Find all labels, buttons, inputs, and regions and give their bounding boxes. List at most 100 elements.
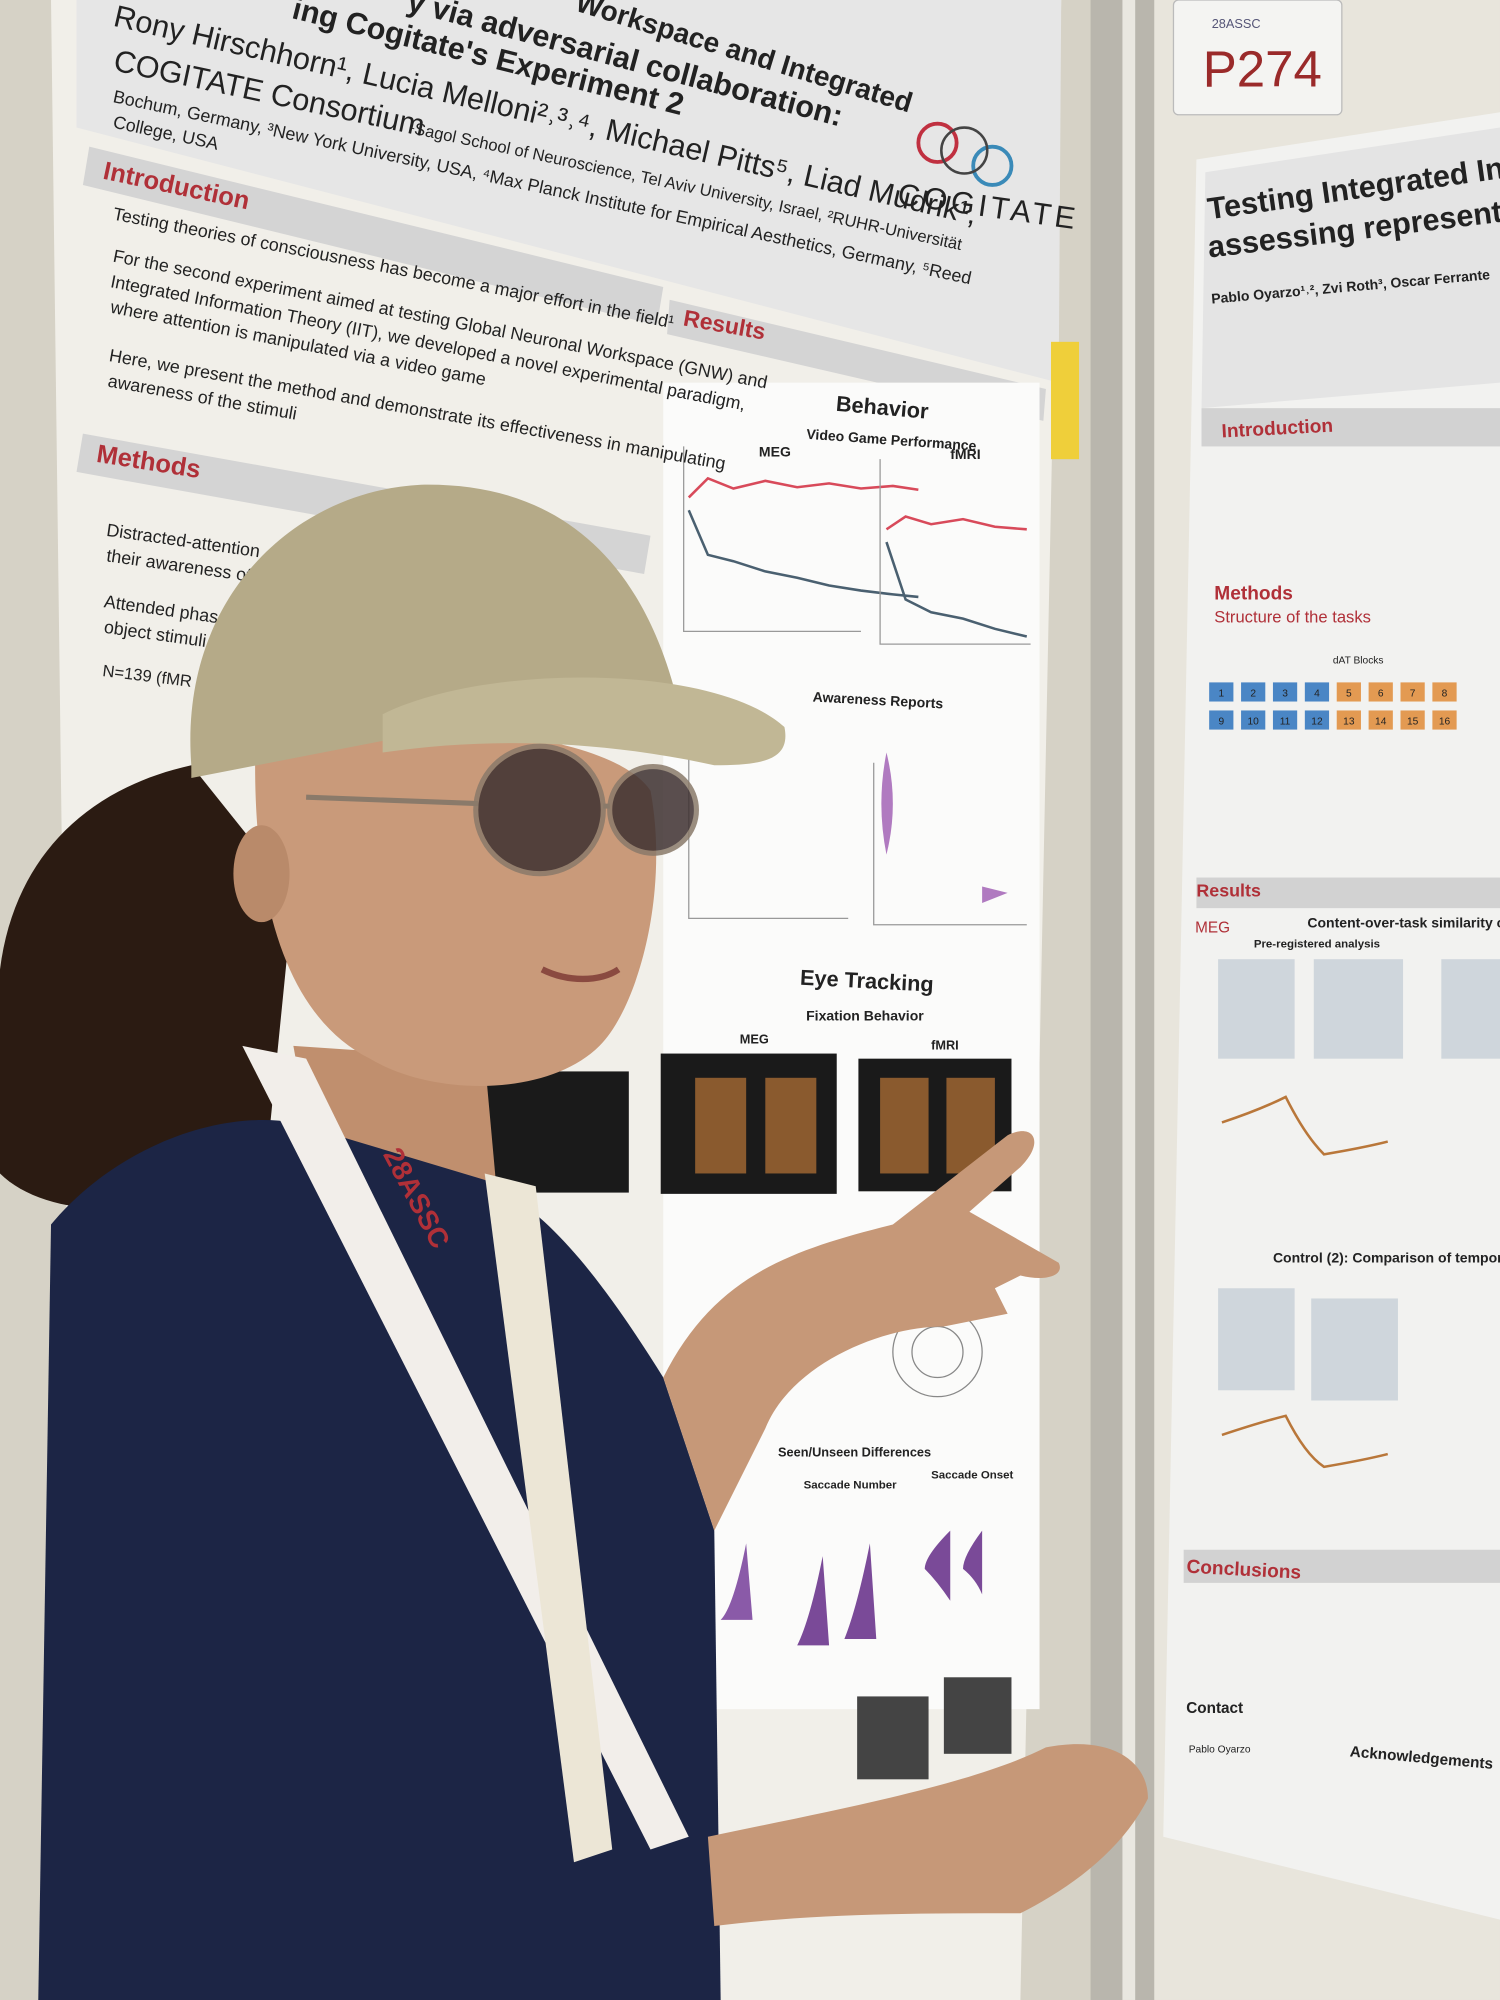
qr-code (857, 1696, 929, 1780)
task-block-number: 9 (1218, 716, 1224, 727)
seen-unseen-charts (720, 1530, 983, 1646)
task-block (1400, 710, 1425, 730)
task-block (1432, 682, 1457, 702)
chart-subheading: Pre-registered analysis (1254, 939, 1380, 951)
task-block (1400, 682, 1425, 702)
contact-name: Pablo Oyarzo (1189, 1745, 1251, 1756)
task-block (1272, 682, 1298, 702)
violin (720, 1543, 753, 1620)
task-block (1241, 682, 1266, 702)
section-heading: Methods (1214, 583, 1293, 604)
task-block (1209, 710, 1234, 730)
chart-label: MEG (1195, 919, 1230, 936)
conclusions-band (1183, 1549, 1500, 1583)
chart-subheading: Seen/Unseen Differences (778, 1445, 931, 1460)
sunglass-frame (306, 794, 610, 809)
task-block-number: 12 (1311, 716, 1323, 727)
matrix (1441, 959, 1500, 1059)
task-block-number: 15 (1407, 716, 1419, 727)
eye-tracking-images (484, 1053, 1012, 1194)
ear (233, 825, 290, 923)
behavior-charts (683, 446, 1031, 926)
sunglass-lens (607, 764, 699, 856)
sign (1172, 0, 1343, 116)
image-detail (765, 1077, 817, 1174)
task-block (1209, 682, 1234, 702)
matrix (1313, 959, 1404, 1059)
chart-line (1221, 1095, 1389, 1156)
task-block-number: 5 (1346, 688, 1352, 699)
blocks-label: dAT Blocks (1333, 655, 1384, 666)
subheading: Structure of the tasks (1214, 607, 1371, 626)
person: 28ASSC (0, 484, 1148, 2000)
task-block-number: 3 (1282, 688, 1288, 699)
chart-label: MEG (759, 444, 791, 460)
task-block (1241, 710, 1266, 730)
sunglass-lens (473, 743, 606, 877)
chart-heading: Content-over-task similarity c (1307, 914, 1500, 930)
violin (844, 1543, 877, 1640)
chart-line (885, 515, 1027, 531)
bag-strap (484, 1173, 613, 1863)
chart-label: fMRI (950, 446, 980, 462)
chart-heading: Control (2): Comparison of tempora (1273, 1250, 1500, 1266)
violin (797, 1556, 830, 1646)
chart-line (687, 476, 919, 499)
chart-label: fMRI (931, 1038, 959, 1053)
sign-conference: 28ASSC (1212, 16, 1261, 31)
chart-subheading: Fixation Behavior (806, 1007, 924, 1023)
task-block (1272, 710, 1298, 730)
chart-label: Saccade Onset (931, 1469, 1013, 1481)
task-block (1304, 710, 1330, 730)
qr-code (943, 1677, 1012, 1754)
task-block (1368, 682, 1393, 702)
task-block-number: 13 (1343, 716, 1355, 727)
violin (924, 1530, 951, 1601)
task-block (1304, 682, 1330, 702)
pole-highlight (1122, 0, 1136, 2000)
contact-heading: Contact (1186, 1700, 1243, 1717)
logo-ring (916, 121, 959, 164)
violin (963, 1530, 983, 1595)
results-band (1196, 877, 1500, 909)
task-block-number: 1 (1218, 688, 1224, 699)
task-block (1336, 682, 1361, 702)
chart-line (1221, 1414, 1389, 1469)
image (484, 1071, 629, 1193)
task-blocks: 1 2 3 4 5 6 7 89 10 11 12 13 14 15 16 (1209, 682, 1457, 730)
task-block-number: 6 (1378, 688, 1384, 699)
task-block-number: 8 (1442, 688, 1448, 699)
task-block-number: 14 (1375, 716, 1387, 727)
violin (881, 752, 893, 855)
task-block-number: 7 (1410, 688, 1416, 699)
task-block (1432, 710, 1457, 730)
task-block-number: 11 (1280, 716, 1291, 727)
chart-label: Saccade Number (804, 1480, 898, 1492)
matrix (1218, 1288, 1295, 1391)
right-charts (1218, 959, 1500, 1469)
logo-ring (940, 126, 989, 175)
hair (0, 765, 294, 1210)
cap-brim (382, 677, 786, 766)
task-block-number: 4 (1314, 688, 1320, 699)
chart-axes (683, 446, 1031, 645)
arm-lower (707, 1744, 1148, 1927)
task-block-number: 16 (1439, 716, 1451, 727)
logo-rings (916, 121, 1014, 187)
chart-subheading: Awareness Reports (812, 689, 943, 712)
chart-line (687, 509, 919, 599)
poster-header (76, 0, 1062, 383)
sign-number: P274 (1203, 41, 1322, 98)
mouth (540, 966, 621, 983)
section-heading: Results (1196, 881, 1261, 901)
tape (1051, 341, 1080, 460)
arm-pointing (663, 1131, 1060, 1531)
image-detail (695, 1077, 747, 1174)
chart-line (885, 541, 1028, 638)
qr-codes (857, 1677, 1012, 1780)
intro-band (82, 146, 664, 326)
divider-pole (1090, 0, 1155, 2000)
